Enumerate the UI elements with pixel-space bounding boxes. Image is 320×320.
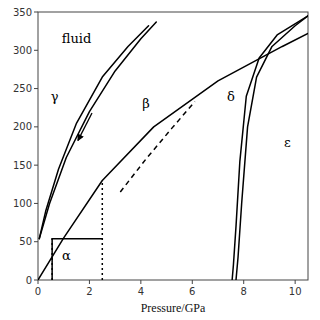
boundary-line bbox=[52, 238, 102, 240]
x-tick bbox=[192, 280, 193, 284]
x-tick-label: 0 bbox=[35, 286, 41, 297]
y-tick-label: 350 bbox=[13, 7, 32, 18]
boundary-line bbox=[102, 180, 104, 280]
phase-label: δ bbox=[227, 89, 235, 104]
x-tick-label: 2 bbox=[86, 286, 92, 297]
y-tick-label: 150 bbox=[13, 160, 32, 171]
plot-frame bbox=[38, 12, 308, 280]
boundary-line bbox=[39, 26, 148, 239]
phase-label: γ bbox=[51, 89, 59, 104]
x-axis-label: Pressure/GPa bbox=[141, 301, 206, 315]
y-tick bbox=[34, 88, 38, 89]
boundary-line bbox=[38, 33, 308, 280]
phase-label: β bbox=[142, 96, 150, 111]
y-tick bbox=[34, 50, 38, 51]
y-tick-label: 300 bbox=[13, 45, 32, 56]
boundary-line bbox=[232, 16, 308, 280]
x-tick-label: 6 bbox=[189, 286, 195, 297]
boundary-line bbox=[236, 16, 308, 280]
phase-label: fluid bbox=[62, 31, 92, 46]
x-tick bbox=[89, 280, 90, 284]
boundary-line bbox=[51, 239, 53, 280]
boundary-line bbox=[120, 102, 195, 192]
y-tick-label: 250 bbox=[13, 83, 32, 94]
y-tick bbox=[34, 203, 38, 204]
y-tick bbox=[34, 280, 38, 281]
x-tick bbox=[140, 280, 141, 284]
x-tick bbox=[295, 280, 296, 284]
x-tick-label: 4 bbox=[138, 286, 144, 297]
plot-area bbox=[38, 16, 308, 280]
x-tick bbox=[243, 280, 244, 284]
phase-label: ε bbox=[284, 135, 291, 150]
y-tick bbox=[34, 12, 38, 13]
y-tick-label: 50 bbox=[19, 236, 32, 247]
x-tick bbox=[38, 280, 39, 284]
phase-label: α bbox=[62, 248, 71, 263]
x-tick-label: 10 bbox=[289, 286, 302, 297]
y-tick bbox=[34, 241, 38, 242]
boundary-line bbox=[51, 239, 53, 280]
arrow bbox=[78, 113, 92, 141]
y-tick-label: 100 bbox=[13, 198, 32, 209]
y-tick bbox=[34, 165, 38, 166]
boundary-line bbox=[39, 22, 156, 239]
y-tick-label: 0 bbox=[26, 275, 32, 286]
chart: 0246810050100150200250300350Pressure/GPa… bbox=[0, 0, 320, 320]
y-tick-label: 200 bbox=[13, 121, 32, 132]
y-tick bbox=[34, 126, 38, 127]
x-tick-label: 8 bbox=[241, 286, 247, 297]
